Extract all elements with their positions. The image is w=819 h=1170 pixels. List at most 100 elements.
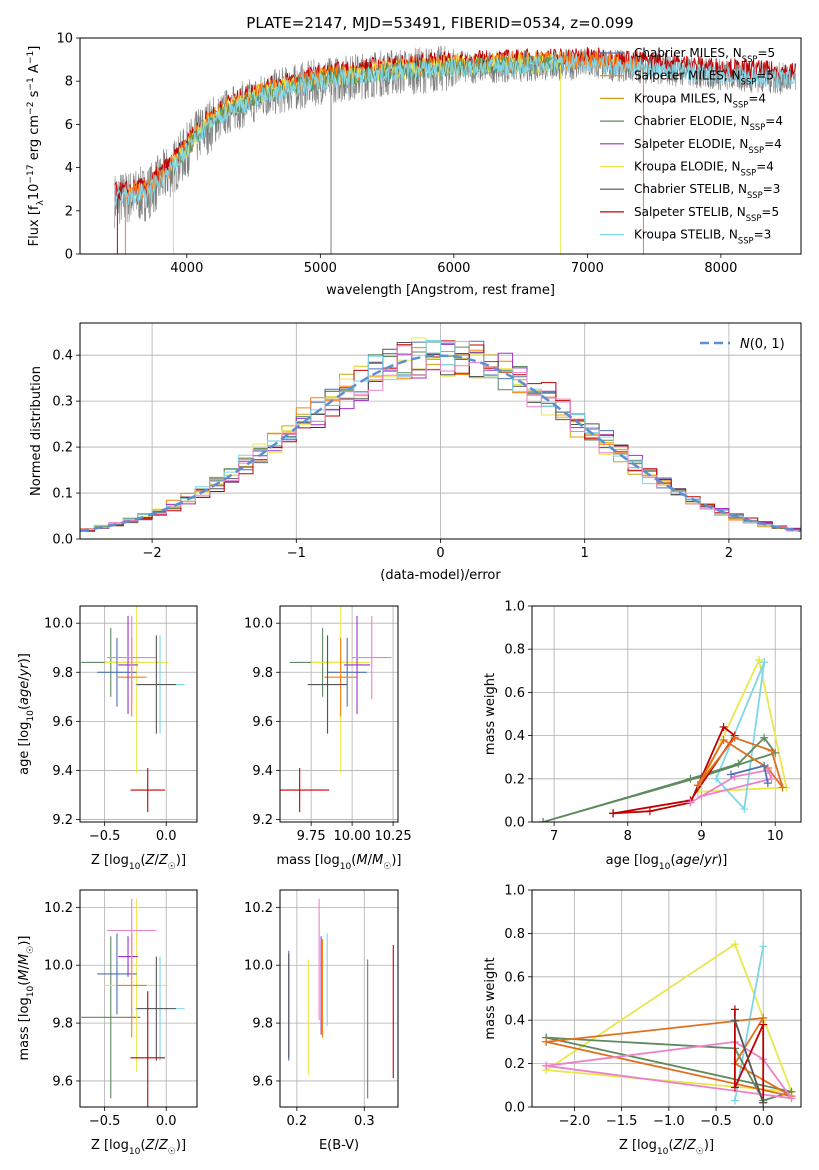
y-tick-label: 0.4 xyxy=(52,349,73,364)
x-tick-label: 0.2 xyxy=(287,1114,308,1129)
weight-marker xyxy=(686,774,695,783)
weight-marker xyxy=(767,774,776,783)
plot-area xyxy=(81,606,185,813)
histogram-series xyxy=(80,340,801,531)
y-tick-label: 9.6 xyxy=(252,715,273,730)
axes-frame xyxy=(279,889,399,1108)
x-axis-label: Z [log10(Z/Z☉)] xyxy=(91,853,186,872)
weight-marker xyxy=(778,783,787,792)
weight-marker xyxy=(693,781,702,790)
x-tick-label: 5000 xyxy=(304,261,337,276)
axes-mass_vs_ebv: 0.2 0.3 9.6 9.8 10.0 10.2 E(B-V) xyxy=(244,889,399,1153)
y-tick-label: 9.4 xyxy=(252,764,273,779)
weight-series xyxy=(690,769,773,804)
weight-marker xyxy=(740,805,749,814)
x-tick-label: −1 xyxy=(287,546,306,561)
y-tick-label: 0.8 xyxy=(504,643,525,658)
weight-marker xyxy=(539,818,548,822)
x-tick-label: 0.3 xyxy=(354,1114,375,1129)
weight-marker xyxy=(719,735,728,744)
legend-entry: Salpeter MILES, NSSP=5 xyxy=(634,69,774,87)
histogram-series xyxy=(80,345,801,532)
x-axis-label: wavelength [Angstrom, rest frame] xyxy=(326,283,555,298)
x-tick-label: 7000 xyxy=(571,261,604,276)
weight-marker xyxy=(542,1061,551,1070)
y-axis-label: Normed distribution xyxy=(29,366,44,496)
weight-marker xyxy=(759,1020,768,1029)
y-tick-label: 1.0 xyxy=(504,600,525,615)
legend-entry: Chabrier STELIB, NSSP=3 xyxy=(634,182,780,200)
y-tick-label: 4 xyxy=(65,161,73,176)
axes-frame xyxy=(79,889,198,1108)
weight-marker xyxy=(760,658,769,667)
axes-frame xyxy=(79,322,802,540)
weight-marker xyxy=(767,746,776,755)
y-tick-label: 2 xyxy=(65,204,73,219)
x-tick-label: 8000 xyxy=(704,261,737,276)
y-tick-label: 9.8 xyxy=(252,666,273,681)
legend-entry: Salpeter ELODIE, NSSP=4 xyxy=(634,137,782,155)
weight-marker xyxy=(759,1098,768,1107)
plot-area xyxy=(539,656,791,822)
weight-marker xyxy=(787,1094,796,1103)
x-tick-label: 10 xyxy=(767,829,784,844)
weight-marker xyxy=(542,1037,551,1046)
x-axis-label: E(B-V) xyxy=(319,1138,359,1153)
y-tick-label: 0.2 xyxy=(504,772,525,787)
plot-area xyxy=(81,898,185,1107)
axes-frame xyxy=(79,37,802,255)
x-tick-label: 6000 xyxy=(437,261,470,276)
y-axis-label: mass [log10(M/M☉)] xyxy=(17,936,36,1061)
weight-marker xyxy=(760,733,769,742)
x-tick-label: 0.0 xyxy=(753,1114,774,1129)
y-axis-label: mass weight xyxy=(483,673,498,755)
y-tick-label: 10.0 xyxy=(244,617,273,632)
plot-area xyxy=(80,337,801,533)
y-tick-label: 0.4 xyxy=(504,729,525,744)
y-tick-label: 1.0 xyxy=(504,884,525,899)
weight-marker xyxy=(730,1005,739,1014)
axes-mass_vs_Z: −0.5 0.0 9.6 9.8 10.0 10.2 Z [log10(Z/Z☉)] mass… xyxy=(17,889,198,1157)
weight-marker xyxy=(686,798,695,807)
y-tick-label: 0.1 xyxy=(52,487,73,502)
y-tick-label: 9.8 xyxy=(52,666,73,681)
legend-entry: Salpeter STELIB, NSSP=5 xyxy=(634,205,779,223)
y-tick-label: 0.4 xyxy=(504,1014,525,1029)
x-tick-label: 4000 xyxy=(170,261,203,276)
y-tick-label: 9.4 xyxy=(52,764,73,779)
legend-entry: Kroupa STELIB, NSSP=3 xyxy=(634,228,771,246)
weight-marker xyxy=(730,1016,739,1025)
gaussian-curve xyxy=(80,354,801,533)
weight-marker xyxy=(730,1083,739,1092)
model-spectrum xyxy=(114,47,797,201)
x-tick-label: 1 xyxy=(581,546,589,561)
legend-entry: N(0, 1) xyxy=(740,337,785,352)
y-tick-label: 0.0 xyxy=(504,816,525,831)
weight-marker xyxy=(760,761,769,770)
figure-title: PLATE=2147, MJD=53491, FIBERID=0534, z=0… xyxy=(246,14,633,32)
axes-frame xyxy=(79,605,198,823)
x-tick-label: −1.0 xyxy=(653,1114,685,1129)
y-tick-label: 8 xyxy=(65,75,73,90)
weight-marker xyxy=(759,942,768,951)
x-tick-label: 9 xyxy=(697,829,705,844)
legend-entry: Chabrier MILES, NSSP=5 xyxy=(634,46,775,64)
y-axis-label: Flux [fλ10−17 erg cm−2 s−1 A−1] xyxy=(26,46,46,247)
axes-frame xyxy=(279,605,399,823)
y-tick-label: 0 xyxy=(65,248,73,263)
weight-series xyxy=(696,659,788,793)
x-tick-label: 2 xyxy=(725,546,733,561)
model-spectrum xyxy=(114,54,797,207)
model-spectrum xyxy=(173,54,561,176)
x-tick-label: −1.5 xyxy=(606,1114,638,1129)
y-tick-label: 9.6 xyxy=(52,715,73,730)
y-axis-label: age [log10(age/yr)] xyxy=(17,653,36,775)
x-axis-label: age [log10(age/yr)] xyxy=(606,853,728,872)
y-tick-label: 9.8 xyxy=(252,1017,273,1032)
weight-marker xyxy=(730,733,739,742)
x-tick-label: 0 xyxy=(436,546,444,561)
y-axis-label: mass weight xyxy=(483,957,498,1039)
legend-entry: Chabrier ELODIE, NSSP=4 xyxy=(634,114,783,132)
x-axis-label: (data-model)/error xyxy=(380,568,501,583)
